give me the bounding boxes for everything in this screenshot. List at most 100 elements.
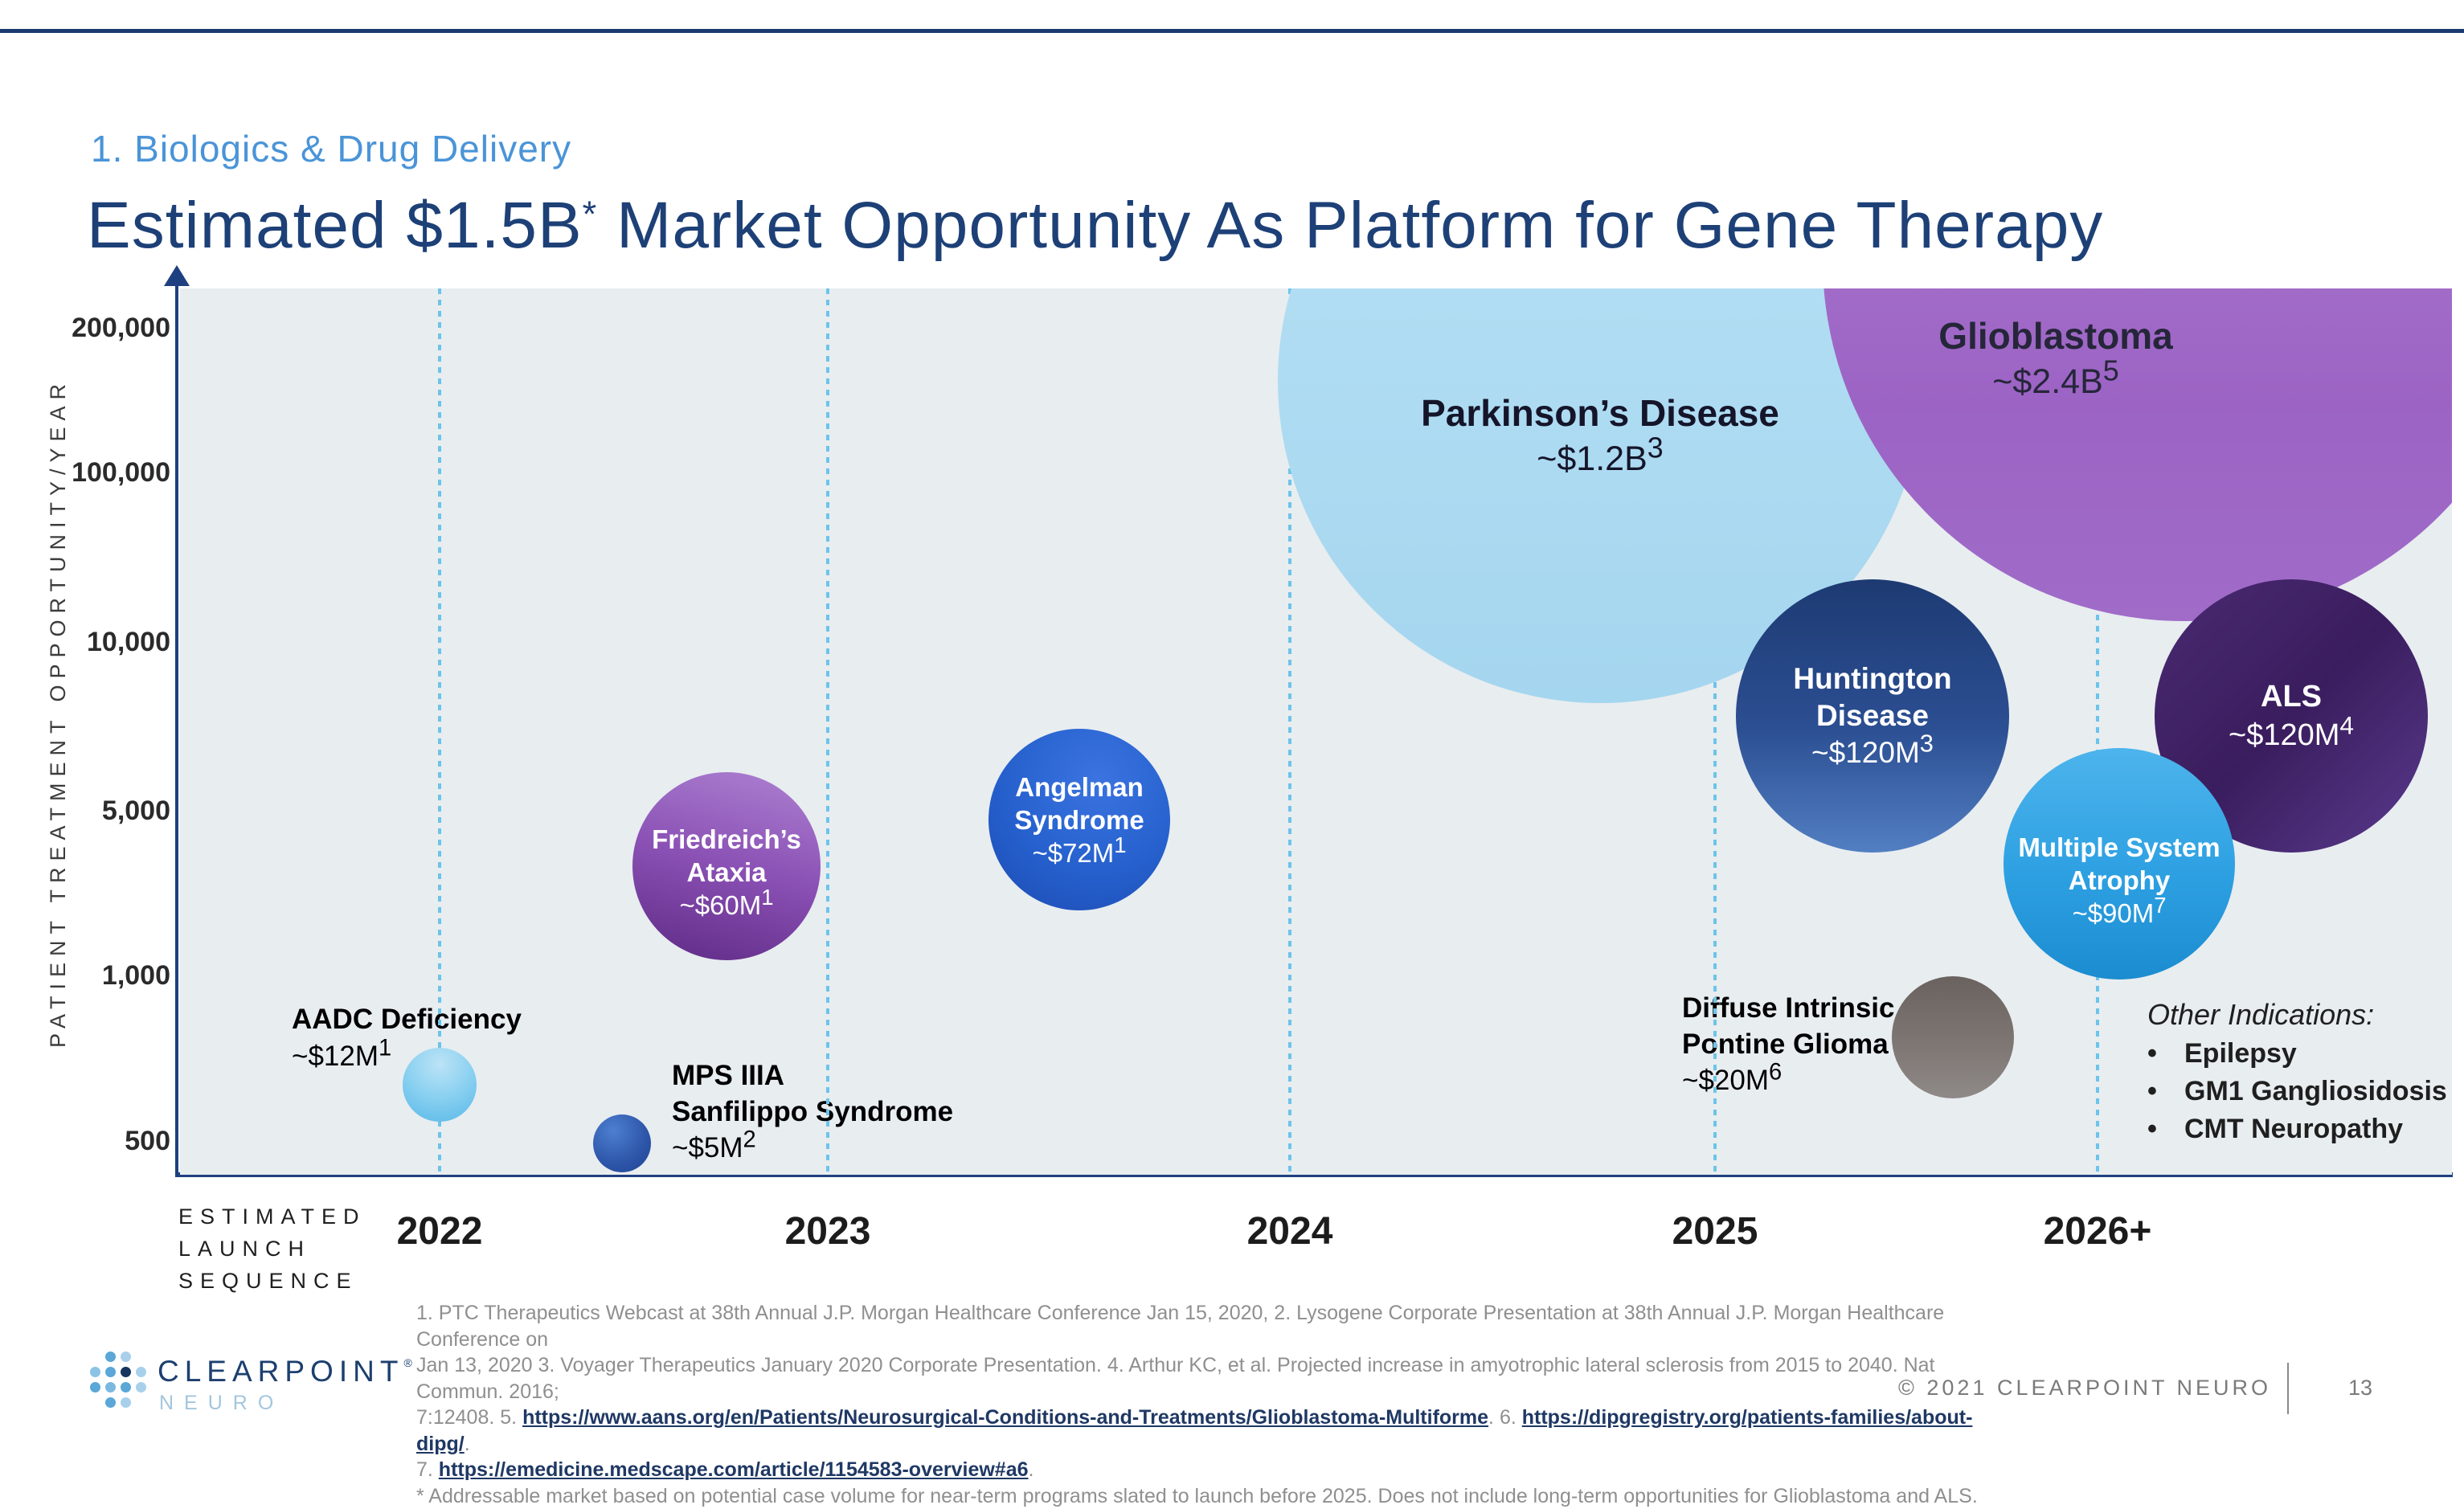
bubble-label-huntington-line1: Huntington bbox=[1793, 660, 1951, 697]
label-parkinsons-value-sup: 3 bbox=[1647, 432, 1664, 464]
clearpoint-logo-dots-icon bbox=[90, 1352, 154, 1416]
bubble-diffuse-intrinsic-pontine-glioma bbox=[1892, 976, 2014, 1098]
bubble-value-als-sup: 4 bbox=[2339, 710, 2354, 739]
label-aadc-deficiency: AADC Deficiency ~$12M1 bbox=[292, 1001, 522, 1075]
link-medscape-overview[interactable]: https://emedicine.medscape.com/article/1… bbox=[439, 1458, 1029, 1481]
footnote-line-1: 1. PTC Therapeutics Webcast at 38th Annu… bbox=[416, 1300, 2016, 1352]
bubble-value-huntington-text: ~$120M bbox=[1811, 736, 1920, 769]
gridline-2022 bbox=[438, 288, 441, 1175]
bubble-value-huntington: ~$120M3 bbox=[1811, 734, 1934, 771]
bubble-value-friedreich-sup: 1 bbox=[761, 885, 773, 910]
label-aadc-value-text: ~$12M bbox=[292, 1041, 379, 1072]
bubble-label-friedreich-line1: Friedreich’s bbox=[652, 823, 801, 856]
bubble-value-angelman: ~$72M1 bbox=[1032, 836, 1126, 869]
bubble-label-huntington-line2: Disease bbox=[1816, 697, 1929, 734]
footnote-line-2: Jan 13, 2020 3. Voyager Therapeutics Jan… bbox=[416, 1352, 2016, 1405]
list-item: •Epilepsy bbox=[2147, 1035, 2447, 1073]
other-indications-header: Other Indications: bbox=[2147, 995, 2447, 1035]
footnote-asterisk: * Addressable market based on potential … bbox=[416, 1483, 2016, 1509]
bubble-value-angelman-text: ~$72M bbox=[1032, 838, 1114, 868]
footnote-3-pre: 7:12408. 5. bbox=[416, 1406, 522, 1429]
list-item: •CMT Neuropathy bbox=[2147, 1110, 2447, 1148]
label-glioblastoma-value-text: ~$2.4B bbox=[1992, 362, 2102, 401]
copyright-text: © 2021 CLEARPOINT NEURO bbox=[1898, 1376, 2271, 1401]
title-main: Estimated $1.5B bbox=[87, 189, 583, 262]
clearpoint-logo-neuro: NEURO bbox=[159, 1392, 284, 1415]
bubble-mps-iiia bbox=[593, 1114, 651, 1172]
y-tick-10000: 10,000 bbox=[16, 627, 170, 658]
link-aans-glioblastoma[interactable]: https://www.aans.org/en/Patients/Neurosu… bbox=[522, 1406, 1488, 1429]
footer-divider bbox=[2287, 1363, 2289, 1414]
other-indication-gm1: GM1 Gangliosidosis bbox=[2184, 1073, 2447, 1110]
footnotes: 1. PTC Therapeutics Webcast at 38th Annu… bbox=[416, 1300, 2016, 1509]
label-mps-iiia: MPS IIIA Sanfilippo Syndrome ~$5M2 bbox=[672, 1057, 953, 1166]
bubble-value-friedreich-text: ~$60M bbox=[679, 890, 761, 920]
bubble-value-angelman-sup: 1 bbox=[1114, 832, 1126, 857]
x-axis-title-line3: SEQUENCE bbox=[178, 1265, 366, 1297]
title-rest: Market Opportunity As Platform for Gene … bbox=[597, 189, 2103, 262]
y-tick-200000: 200,000 bbox=[16, 313, 170, 344]
x-tick-2025: 2025 bbox=[1594, 1209, 1836, 1253]
label-parkinsons-value: ~$1.2B3 bbox=[1279, 436, 1922, 481]
title-asterisk: * bbox=[583, 194, 598, 235]
label-mps-name-line1: MPS IIIA bbox=[672, 1057, 953, 1094]
bubble-label-angelman-line2: Syndrome bbox=[1014, 804, 1144, 836]
label-parkinsons-value-text: ~$1.2B bbox=[1537, 440, 1647, 478]
label-dipg-value-sup: 6 bbox=[1769, 1059, 1782, 1085]
slide-kicker: 1. Biologics & Drug Delivery bbox=[91, 127, 571, 170]
x-tick-2022: 2022 bbox=[319, 1209, 560, 1253]
bubble-value-msa-text: ~$90M bbox=[2072, 898, 2154, 928]
logo-wordmark-text: CLEARPOINT bbox=[158, 1355, 403, 1388]
bubble-label-angelman-line1: Angelman bbox=[1015, 771, 1144, 804]
bubble-value-als-text: ~$120M bbox=[2229, 718, 2339, 752]
bubble-label-msa-line1: Multiple System bbox=[2018, 831, 2220, 864]
gridline-2023 bbox=[826, 288, 829, 1175]
logo-registered-mark: ® bbox=[403, 1356, 411, 1369]
other-indication-cmt: CMT Neuropathy bbox=[2184, 1110, 2403, 1148]
bubble-value-huntington-sup: 3 bbox=[1920, 730, 1934, 758]
y-tick-1000: 1,000 bbox=[16, 960, 170, 992]
label-aadc-value-sup: 1 bbox=[379, 1035, 391, 1061]
slide-title: Estimated $1.5B* Market Opportunity As P… bbox=[87, 188, 2103, 264]
label-mps-value: ~$5M2 bbox=[672, 1130, 953, 1166]
bubble-label-msa-line2: Atrophy bbox=[2069, 864, 2171, 897]
label-aadc-name: AADC Deficiency bbox=[292, 1001, 522, 1038]
y-tick-100000: 100,000 bbox=[16, 457, 170, 489]
bubble-label-als: ALS bbox=[2261, 677, 2322, 716]
footnote-line-3: 7:12408. 5. https://www.aans.org/en/Pati… bbox=[416, 1405, 2016, 1457]
label-glioblastoma-name: Glioblastoma bbox=[1734, 313, 2377, 359]
clearpoint-logo-wordmark: CLEARPOINT® bbox=[158, 1355, 412, 1388]
footnote-line-4: 7. https://emedicine.medscape.com/articl… bbox=[416, 1457, 2016, 1483]
label-mps-value-sup: 2 bbox=[743, 1127, 756, 1152]
label-glioblastoma-value: ~$2.4B5 bbox=[1734, 359, 2377, 404]
footnote-3-end: . bbox=[465, 1433, 470, 1455]
bubble-value-friedreich: ~$60M1 bbox=[679, 889, 773, 922]
bullet-icon: • bbox=[2147, 1035, 2184, 1073]
y-tick-500: 500 bbox=[16, 1126, 170, 1157]
x-tick-2023: 2023 bbox=[707, 1209, 948, 1253]
bullet-icon: • bbox=[2147, 1073, 2184, 1110]
label-mps-name-line2: Sanfilippo Syndrome bbox=[672, 1094, 953, 1130]
bubble-angelman-syndrome: Angelman Syndrome ~$72M1 bbox=[988, 729, 1170, 910]
footnote-3-mid: . 6. bbox=[1488, 1406, 1522, 1429]
other-indication-epilepsy: Epilepsy bbox=[2184, 1035, 2297, 1073]
page-number: 13 bbox=[2332, 1376, 2388, 1401]
y-axis-line bbox=[175, 283, 178, 1175]
list-item: •GM1 Gangliosidosis bbox=[2147, 1073, 2447, 1110]
bubble-aadc-deficiency bbox=[403, 1048, 477, 1122]
label-glioblastoma: Glioblastoma ~$2.4B5 bbox=[1734, 313, 2377, 404]
y-axis-arrow-icon bbox=[164, 265, 190, 286]
x-tick-2026plus: 2026+ bbox=[1977, 1209, 2218, 1253]
bubble-friedreichs-ataxia: Friedreich’s Ataxia ~$60M1 bbox=[632, 772, 821, 960]
bubble-value-msa-sup: 7 bbox=[2154, 893, 2166, 918]
x-tick-2024: 2024 bbox=[1169, 1209, 1410, 1253]
other-indications: Other Indications: •Epilepsy •GM1 Gangli… bbox=[2147, 995, 2447, 1148]
top-accent-rule bbox=[0, 29, 2464, 33]
footnote-4-end: . bbox=[1029, 1458, 1034, 1481]
bubble-huntington-disease: Huntington Disease ~$120M3 bbox=[1736, 579, 2009, 853]
label-mps-value-text: ~$5M bbox=[672, 1132, 743, 1163]
y-tick-5000: 5,000 bbox=[16, 795, 170, 827]
bubble-multiple-system-atrophy: Multiple System Atrophy ~$90M7 bbox=[2004, 748, 2235, 979]
footnote-4-pre: 7. bbox=[416, 1458, 439, 1481]
